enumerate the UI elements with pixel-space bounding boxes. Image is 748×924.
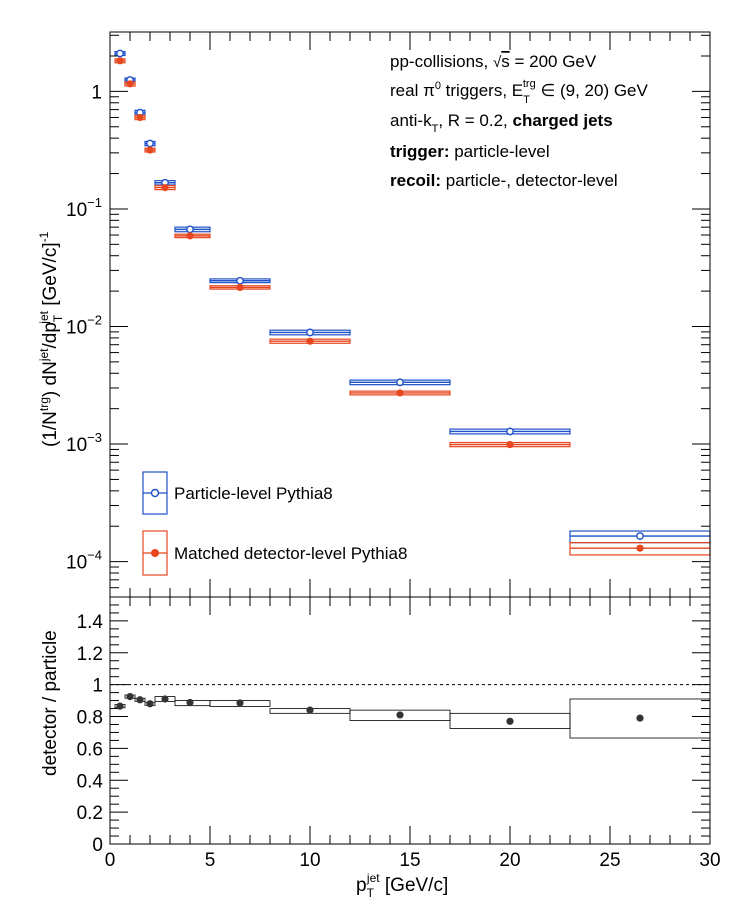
detector-point <box>236 283 244 292</box>
particle-point <box>636 532 644 540</box>
ratio-point <box>396 711 404 719</box>
ratio-data-points <box>116 692 644 725</box>
detector-point <box>161 183 169 192</box>
bottom-panel: 0 0.2 0.4 0.6 0.8 1 1.2 1.4 0 5 10 15 20 25 30 detect… <box>40 596 721 900</box>
top-y-axis-title: (1/Ntrg) dNjet/dpTjet [GeV/c]-1 <box>37 231 65 447</box>
bottom-y-tick-label: 0.6 <box>77 739 103 760</box>
bottom-y-tick-label: 0.8 <box>77 708 103 729</box>
bottom-y-tick-label: 1 <box>92 676 103 697</box>
top-data-points <box>116 49 644 552</box>
x-tick-labels: 0 5 10 15 20 25 30 <box>105 850 721 871</box>
detector-point <box>636 544 644 552</box>
annotation-line-1: pp-collisions, √s = 200 GeV <box>390 52 597 71</box>
annotation-line-2: real π0 triggers, ETtrg ∈ (9, 20) GeV <box>390 78 649 106</box>
detector-point <box>136 113 144 122</box>
ratio-point <box>306 706 314 714</box>
bottom-y-tick-label: 1.2 <box>77 644 103 665</box>
particle-point <box>306 328 314 337</box>
particle-point <box>236 276 244 285</box>
legend-label-particle: Particle-level Pythia8 <box>174 484 333 503</box>
annotation-line-5: recoil: particle-, detector-level <box>390 171 618 190</box>
ratio-point <box>636 714 644 722</box>
legend-entry-particle: Particle-level Pythia8 <box>142 471 333 515</box>
ratio-point <box>236 699 244 707</box>
ratio-point <box>506 717 514 725</box>
top-y-tick-label: 10−3 <box>66 430 102 456</box>
x-tick-label: 20 <box>499 850 520 871</box>
top-y-tick-label: 10−4 <box>66 548 102 574</box>
particle-point <box>116 49 124 58</box>
ratio-point <box>146 700 154 708</box>
annotation-line-3: anti-kT, R = 0.2, charged jets <box>390 111 613 135</box>
legend-label-detector: Matched detector-level Pythia8 <box>174 544 407 563</box>
detector-point <box>506 440 514 449</box>
ratio-point <box>161 695 169 703</box>
annotation-block: pp-collisions, √s = 200 GeV real π0 trig… <box>390 52 649 190</box>
top-y-tick-label: 10−1 <box>66 195 102 221</box>
x-tick-label: 25 <box>599 850 620 871</box>
ratio-point <box>186 698 194 707</box>
x-axis-title: pTjet [GeV/c] <box>356 871 448 900</box>
detector-point <box>146 146 154 154</box>
detector-point <box>186 232 194 240</box>
bottom-y-axis-title: detector / particle <box>40 630 61 776</box>
legend: Particle-level Pythia8 Matched detector-… <box>142 471 407 576</box>
bottom-y-tick-labels: 0 0.2 0.4 0.6 0.8 1 1.2 1.4 <box>77 612 104 856</box>
particle-point <box>396 378 404 387</box>
particle-point <box>146 139 154 148</box>
bottom-y-tick-label: 0.4 <box>77 771 104 792</box>
bottom-plot-frame <box>109 596 711 845</box>
bottom-y-tick-label: 0.2 <box>77 803 103 824</box>
legend-marker-detector <box>151 549 159 557</box>
annotation-line-4: trigger: particle-level <box>390 142 550 161</box>
top-y-tick-label: 10−2 <box>66 312 102 338</box>
top-y-tick-labels: 1 10−1 10−2 10−3 10−4 <box>66 82 102 573</box>
top-y-tick-label: 1 <box>91 82 102 103</box>
ratio-point <box>126 692 134 701</box>
ratio-point <box>136 696 144 704</box>
detector-point <box>126 80 134 88</box>
ratio-point <box>116 702 124 710</box>
legend-marker-particle <box>150 488 160 498</box>
x-tick-label: 15 <box>399 850 420 871</box>
legend-entry-detector: Matched detector-level Pythia8 <box>142 530 407 576</box>
x-tick-label: 5 <box>205 850 216 871</box>
x-tick-label: 30 <box>699 850 720 871</box>
bottom-y-tick-label: 1.4 <box>77 612 104 633</box>
x-tick-label: 10 <box>299 850 320 871</box>
detector-point <box>306 337 314 345</box>
particle-point <box>186 225 194 234</box>
detector-point <box>396 389 404 397</box>
x-tick-label: 0 <box>105 850 116 871</box>
detector-point <box>116 57 124 65</box>
particle-point <box>506 427 514 436</box>
bottom-y-tick-label: 0 <box>92 835 103 856</box>
top-panel: 1 10−1 10−2 10−3 10−4 (1/Ntrg) dNjet/dpTjet … <box>37 31 711 598</box>
